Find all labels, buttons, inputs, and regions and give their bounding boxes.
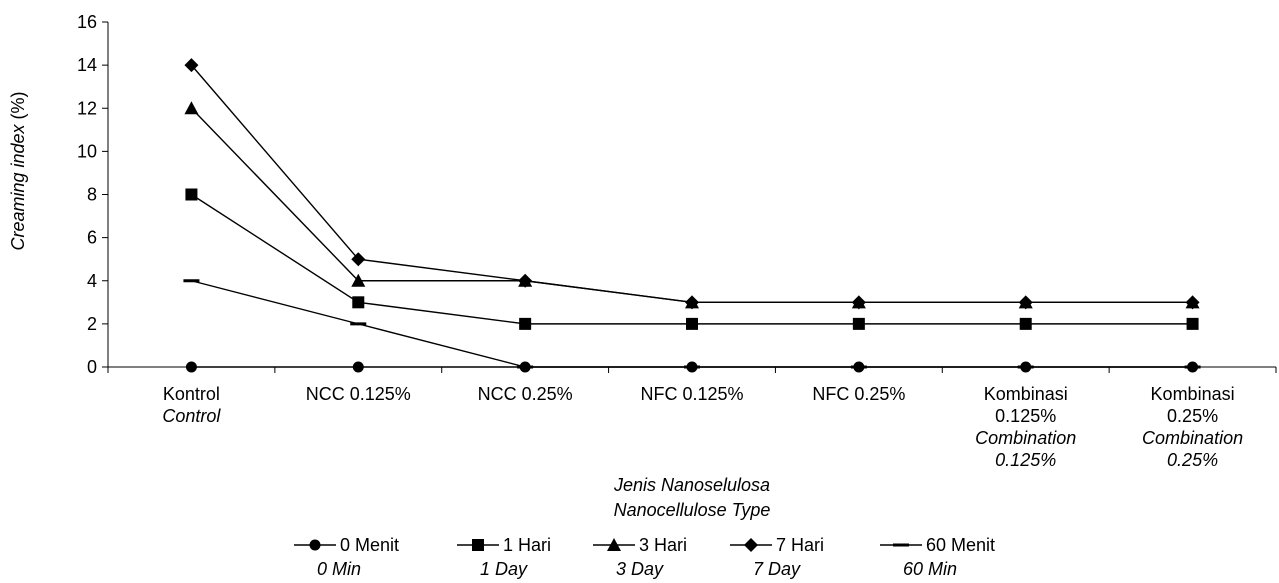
data-point [351, 273, 366, 287]
y-tick-label: 10 [77, 141, 97, 161]
legend-label: 3 Hari [639, 535, 687, 555]
data-point [686, 317, 698, 330]
x-tick-label-english: Combination [1142, 428, 1243, 448]
legend-label: 7 Hari [776, 535, 824, 555]
legend-item: 0 Menit 0 Min [294, 535, 399, 579]
legend-marker [744, 538, 758, 552]
legend-label-english: 60 Min [903, 559, 957, 579]
data-point [1185, 295, 1200, 310]
y-tick-label: 12 [77, 98, 97, 118]
legend-label-english: 3 Day [616, 559, 664, 579]
x-tick-label: NCC 0.25% [478, 384, 573, 404]
legend-marker [893, 543, 909, 547]
x-tick-label-english: Control [162, 406, 221, 426]
series-line [190, 107, 1193, 304]
axes [107, 22, 1276, 368]
x-tick-label: Kontrol [163, 384, 220, 404]
y-tick-label: 14 [77, 55, 97, 75]
data-point [1018, 295, 1033, 310]
data-point [1017, 365, 1034, 369]
x-tick-label: Kombinasi [984, 384, 1068, 404]
legend-label-english: 7 Day [753, 559, 801, 579]
data-point [518, 273, 533, 288]
x-tick-label: NCC 0.125% [306, 384, 411, 404]
x-tick-label-english: 0.125% [995, 450, 1056, 470]
data-point [1186, 317, 1199, 330]
data-point [851, 295, 866, 310]
x-tick-label: NFC 0.125% [640, 384, 743, 404]
legend-label: 0 Menit [340, 535, 399, 555]
legend-item: 7 Hari 7 Day [730, 535, 824, 579]
y-tick-label: 16 [77, 12, 97, 32]
series [185, 188, 1199, 330]
y-tick-label: 4 [87, 271, 97, 291]
legend-item: 1 Hari 1 Day [457, 535, 551, 579]
x-tick-label: NFC 0.25% [812, 384, 905, 404]
data-point [185, 188, 198, 201]
x-tick-label-english: 0.25% [1167, 450, 1218, 470]
data-point [184, 101, 199, 115]
legend-marker [607, 538, 621, 551]
data-point [685, 295, 699, 310]
legend-label: 60 Menit [926, 535, 995, 555]
series [184, 101, 1200, 309]
y-ticks: 0 2 4 6 8 10 12 14 16 [77, 12, 108, 377]
x-tick-label-english: Combination [975, 428, 1076, 448]
y-tick-label: 8 [87, 185, 97, 205]
legend: 0 Menit 0 Min 1 Hari 1 Day 3 Hari 3 Day 7 Hari… [294, 535, 995, 579]
data-point [1184, 365, 1201, 369]
legend-item: 60 Menit 60 Min [880, 535, 995, 579]
x-axis-label-english: Nanocellulose Type [614, 500, 771, 520]
data-point [850, 365, 867, 369]
y-tick-label: 2 [87, 314, 97, 334]
series-group [183, 58, 1201, 373]
data-point [184, 58, 199, 73]
legend-marker [309, 539, 321, 551]
data-point [519, 317, 532, 330]
y-tick-label: 0 [87, 357, 97, 377]
data-point [351, 252, 366, 267]
data-point [684, 365, 700, 369]
x-tick-label: Kombinasi [1151, 384, 1235, 404]
legend-marker [472, 539, 484, 551]
x-tick-label: 0.25% [1167, 406, 1218, 426]
y-axis-label: Creaming index (%) [8, 91, 28, 250]
x-axis-label: Jenis Nanoselulosa [613, 475, 770, 495]
series-line [190, 64, 1193, 304]
legend-label: 1 Hari [503, 535, 551, 555]
y-tick-label: 6 [87, 228, 97, 248]
data-point [352, 361, 364, 373]
legend-label-english: 0 Min [317, 559, 361, 579]
legend-item: 3 Hari 3 Day [593, 535, 687, 579]
data-point [1019, 317, 1032, 330]
data-point [183, 279, 200, 283]
data-point [350, 322, 367, 326]
data-point [852, 317, 865, 330]
data-point [352, 296, 365, 309]
x-tick-label: 0.125% [995, 406, 1056, 426]
legend-label-english: 1 Day [480, 559, 528, 579]
data-point [517, 365, 534, 369]
series [184, 58, 1200, 310]
series [183, 279, 1201, 369]
data-point [185, 361, 197, 373]
